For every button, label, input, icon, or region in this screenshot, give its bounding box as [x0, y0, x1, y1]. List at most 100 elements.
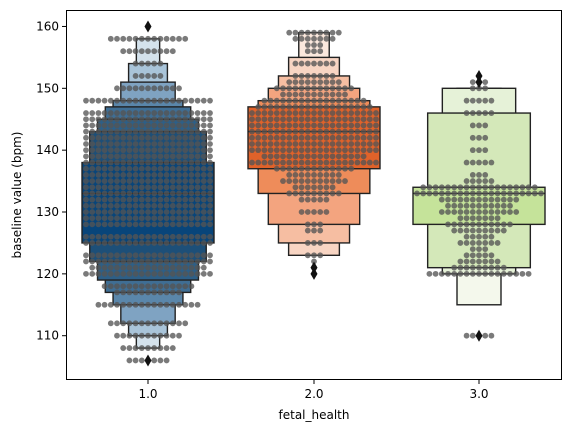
swarm-point — [145, 259, 151, 265]
swarm-point — [176, 265, 182, 271]
swarm-point — [482, 203, 488, 209]
swarm-point — [164, 48, 170, 54]
swarm-point — [133, 252, 139, 258]
swarm-point — [476, 265, 482, 271]
swarm-point — [330, 85, 336, 91]
swarm-point — [286, 79, 292, 85]
swarm-point — [96, 252, 102, 258]
swarm-point — [458, 221, 464, 227]
swarm-point — [482, 98, 488, 104]
swarm-point — [195, 221, 201, 227]
swarm-point — [102, 129, 108, 135]
swarm-point — [139, 123, 145, 129]
swarm-point — [286, 85, 292, 91]
swarm-point — [526, 191, 532, 197]
y-tick-label: 160 — [36, 19, 59, 33]
swarm-point — [176, 85, 182, 91]
swarm-point — [286, 110, 292, 116]
swarm-point — [158, 160, 164, 166]
swarm-point — [139, 48, 145, 54]
swarm-point — [336, 147, 342, 153]
swarm-point — [280, 85, 286, 91]
swarm-point — [458, 265, 464, 271]
swarm-point — [189, 129, 195, 135]
swarm-point — [305, 116, 311, 122]
swarm-point — [108, 240, 114, 246]
swarm-point — [133, 333, 139, 339]
swarm-point — [96, 178, 102, 184]
swarm-point — [470, 209, 476, 215]
swarm-point — [482, 252, 488, 258]
swarm-point — [201, 184, 207, 190]
swarm-point — [139, 166, 145, 172]
swarm-point — [330, 160, 336, 166]
swarm-point — [293, 36, 299, 42]
swarm-point — [305, 92, 311, 98]
swarm-point — [89, 116, 95, 122]
swarm-point — [286, 160, 292, 166]
swarm-point — [464, 240, 470, 246]
swarm-point — [207, 184, 213, 190]
swarm-point — [470, 246, 476, 252]
swarm-point — [464, 160, 470, 166]
swarm-point — [330, 36, 336, 42]
swarm-point — [133, 265, 139, 271]
swarm-point — [201, 141, 207, 147]
swarm-point — [158, 271, 164, 277]
swarm-point — [145, 271, 151, 277]
swarm-point — [189, 166, 195, 172]
swarm-point — [158, 252, 164, 258]
swarm-point — [102, 98, 108, 104]
swarm-point — [293, 30, 299, 36]
swarm-point — [151, 209, 157, 215]
swarm-point — [305, 153, 311, 159]
swarm-point — [182, 271, 188, 277]
swarm-point — [145, 320, 151, 326]
swarm-point — [317, 184, 323, 190]
swarm-point — [280, 160, 286, 166]
swarm-point — [330, 166, 336, 172]
swarm-point — [317, 178, 323, 184]
swarm-point — [195, 147, 201, 153]
swarm-point — [433, 184, 439, 190]
swarm-point — [324, 197, 330, 203]
swarm-point — [182, 259, 188, 265]
swarm-point — [305, 209, 311, 215]
swarm-point — [170, 265, 176, 271]
swarm-point — [476, 203, 482, 209]
swarm-point — [201, 160, 207, 166]
swarm-point — [330, 184, 336, 190]
swarm-point — [458, 271, 464, 277]
swarm-point — [249, 110, 255, 116]
swarm-point — [164, 98, 170, 104]
swarm-point — [348, 116, 354, 122]
swarm-point — [324, 147, 330, 153]
swarm-point — [495, 221, 501, 227]
swarm-point — [330, 110, 336, 116]
swarm-point — [120, 333, 126, 339]
swarm-point — [305, 197, 311, 203]
swarm-point — [114, 116, 120, 122]
swarm-point — [201, 265, 207, 271]
swarm-point — [336, 129, 342, 135]
swarm-point — [299, 123, 305, 129]
swarm-point — [176, 141, 182, 147]
swarm-point — [195, 153, 201, 159]
swarm-point — [158, 141, 164, 147]
swarm-point — [114, 333, 120, 339]
swarm-point — [348, 129, 354, 135]
swarm-point — [114, 302, 120, 308]
swarm-point — [145, 110, 151, 116]
swarm-point — [324, 153, 330, 159]
swarm-point — [255, 147, 261, 153]
swarm-point — [120, 98, 126, 104]
swarm-point — [126, 203, 132, 209]
swarm-point — [108, 221, 114, 227]
swarm-point — [293, 79, 299, 85]
swarm-point — [108, 116, 114, 122]
swarm-point — [83, 234, 89, 240]
swarm-point — [170, 345, 176, 351]
swarm-point — [83, 110, 89, 116]
swarm-point — [164, 116, 170, 122]
swarm-point — [83, 178, 89, 184]
